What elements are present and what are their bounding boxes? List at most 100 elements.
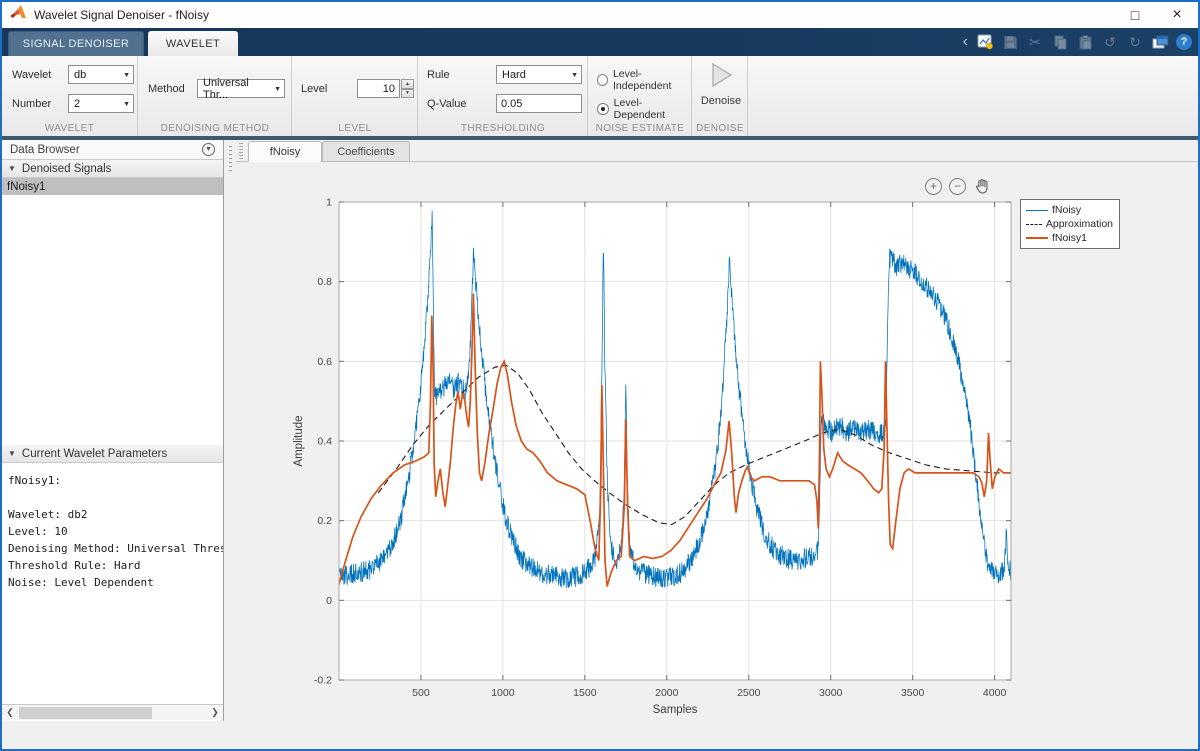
qvalue-label: Q-Value xyxy=(427,98,467,110)
collapse-triangle-icon: ▼ xyxy=(8,449,16,458)
section-noise-estimate: Level-Independent Level-Dependent NOISE … xyxy=(589,56,692,136)
collapse-chevron-icon[interactable]: ‹ xyxy=(963,34,968,50)
section-caption: THRESHOLDING xyxy=(419,123,587,134)
level-label: Level xyxy=(301,83,327,95)
ribbon-tab-strip: SIGNAL DENOISER WAVELET ‹ ✂ xyxy=(2,28,1198,56)
plot-canvas[interactable]: 5001000150020002500300035004000-0.200.20… xyxy=(236,162,1200,751)
qvalue-input[interactable] xyxy=(496,94,582,113)
panel-splitter[interactable] xyxy=(225,140,236,751)
radio-level-independent[interactable]: Level-Independent xyxy=(597,68,691,92)
help-icon[interactable]: ? xyxy=(1176,34,1192,50)
data-browser-header: Data Browser ▼ xyxy=(2,140,223,160)
denoise-button-label: Denoise xyxy=(701,95,741,107)
data-browser-title: Data Browser xyxy=(10,144,80,156)
zoom-out-icon[interactable]: − xyxy=(949,178,966,195)
denoise-button[interactable]: Denoise xyxy=(697,60,745,122)
legend-line-sample xyxy=(1026,224,1042,225)
svg-text:0.8: 0.8 xyxy=(317,276,332,288)
number-dropdown[interactable]: 2▼ xyxy=(68,94,134,113)
spinner-down-icon[interactable]: ▼ xyxy=(401,89,414,99)
tab-wavelet[interactable]: WAVELET xyxy=(148,31,238,56)
svg-text:0.2: 0.2 xyxy=(317,515,332,527)
copy-icon[interactable] xyxy=(1051,33,1069,51)
app-window: Wavelet Signal Denoiser - fNoisy □ × SIG… xyxy=(0,0,1200,751)
wavelet-parameters-header[interactable]: ▼ Current Wavelet Parameters xyxy=(2,445,223,463)
undo-icon[interactable]: ↺ xyxy=(1101,33,1119,51)
tab-bar-grip[interactable] xyxy=(239,143,243,159)
signal-plot[interactable]: 5001000150020002500300035004000-0.200.20… xyxy=(236,162,1200,751)
tab-fnoisy[interactable]: fNoisy xyxy=(248,141,322,162)
cut-icon[interactable]: ✂ xyxy=(1026,33,1044,51)
rule-dropdown[interactable]: Hard▼ xyxy=(496,65,582,84)
radio-level-dependent[interactable]: Level-Dependent xyxy=(597,97,691,121)
svg-text:-0.2: -0.2 xyxy=(314,675,332,687)
document-tab-bar: fNoisy Coefficients xyxy=(236,140,1200,162)
wavelet-parameters-title: Current Wavelet Parameters xyxy=(22,448,167,460)
section-caption: DENOISING METHOD xyxy=(139,123,291,134)
svg-text:Samples: Samples xyxy=(653,704,698,716)
legend-entry-approximation: Approximation xyxy=(1026,218,1113,230)
level-spinner[interactable]: ▲ ▼ xyxy=(401,79,414,98)
svg-text:3000: 3000 xyxy=(819,687,843,699)
legend-line-sample xyxy=(1026,210,1048,211)
splitter-grip[interactable] xyxy=(229,146,232,172)
window-layout-icon[interactable] xyxy=(1151,33,1169,51)
section-caption: WAVELET xyxy=(2,123,137,134)
denoised-signals-title: Denoised Signals xyxy=(22,163,112,175)
method-dropdown[interactable]: Universal Thr...▼ xyxy=(197,79,285,98)
svg-text:1000: 1000 xyxy=(491,687,515,699)
save-icon[interactable] xyxy=(1001,33,1019,51)
signal-list-item-fnoisy1[interactable]: fNoisy1 xyxy=(2,178,223,195)
export-figure-icon[interactable] xyxy=(976,33,994,51)
section-caption: DENOISE xyxy=(693,123,747,134)
legend-line-sample xyxy=(1026,237,1048,239)
panel-actions-icon[interactable]: ▼ xyxy=(202,143,215,156)
title-bar: Wavelet Signal Denoiser - fNoisy □ × xyxy=(2,2,1198,28)
scroll-left-icon[interactable]: ❮ xyxy=(2,705,18,720)
radio-checked-icon[interactable] xyxy=(597,103,609,115)
svg-text:500: 500 xyxy=(412,687,430,699)
horizontal-scrollbar[interactable]: ❮ ❯ xyxy=(2,704,223,720)
legend-entry-fnoisy: fNoisy xyxy=(1026,204,1113,216)
svg-text:1500: 1500 xyxy=(573,687,597,699)
close-button[interactable]: × xyxy=(1156,2,1198,28)
section-denoise: Denoise DENOISE xyxy=(693,56,748,136)
maximize-button[interactable]: □ xyxy=(1114,2,1156,28)
chevron-down-icon: ▼ xyxy=(274,86,281,93)
legend-entry-fnoisy1: fNoisy1 xyxy=(1026,232,1113,244)
wavelet-parameters-text: fNoisy1: Wavelet: db2 Level: 10 Denoisin… xyxy=(2,464,223,704)
svg-text:0: 0 xyxy=(326,595,332,607)
ribbon-toolbar: Wavelet db▼ Number 2▼ WAVELET Method Uni… xyxy=(2,56,1198,136)
section-level: Level ▲ ▼ LEVEL xyxy=(293,56,418,136)
paste-icon[interactable] xyxy=(1076,33,1094,51)
rule-label: Rule xyxy=(427,69,450,81)
svg-text:2000: 2000 xyxy=(655,687,679,699)
scroll-right-icon[interactable]: ❯ xyxy=(207,705,223,720)
chevron-down-icon: ▼ xyxy=(123,72,130,79)
pan-hand-icon[interactable] xyxy=(973,177,991,195)
tab-signal-denoiser[interactable]: SIGNAL DENOISER xyxy=(8,31,144,56)
radio-icon[interactable] xyxy=(597,74,608,86)
section-thresholding: Rule Hard▼ Q-Value THRESHOLDING xyxy=(419,56,588,136)
collapse-triangle-icon: ▼ xyxy=(8,164,16,173)
matlab-logo-icon xyxy=(10,5,27,25)
section-caption: LEVEL xyxy=(293,123,417,134)
spinner-up-icon[interactable]: ▲ xyxy=(401,79,414,89)
window-title: Wavelet Signal Denoiser - fNoisy xyxy=(34,8,209,22)
svg-text:Amplitude: Amplitude xyxy=(293,415,305,466)
denoised-signals-header[interactable]: ▼ Denoised Signals xyxy=(2,160,223,178)
section-wavelet: Wavelet db▼ Number 2▼ WAVELET xyxy=(2,56,138,136)
svg-text:4000: 4000 xyxy=(983,687,1007,699)
tab-coefficients[interactable]: Coefficients xyxy=(322,141,410,162)
scrollbar-thumb[interactable] xyxy=(19,707,152,719)
method-label: Method xyxy=(148,83,185,95)
wavelet-dropdown[interactable]: db▼ xyxy=(68,65,134,84)
quick-access-toolbar: ‹ ✂ xyxy=(963,32,1192,52)
plot-legend[interactable]: fNoisy Approximation fNoisy1 xyxy=(1020,199,1120,249)
chevron-down-icon: ▼ xyxy=(123,101,130,108)
zoom-in-icon[interactable]: + xyxy=(925,178,942,195)
redo-icon[interactable]: ↻ xyxy=(1126,33,1144,51)
wavelet-label: Wavelet xyxy=(12,69,51,81)
svg-text:3500: 3500 xyxy=(901,687,925,699)
level-input[interactable] xyxy=(357,79,400,98)
